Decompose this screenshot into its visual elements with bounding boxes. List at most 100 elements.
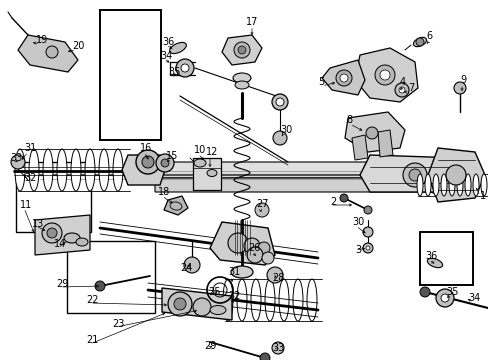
- Text: 10: 10: [194, 145, 206, 155]
- Circle shape: [374, 65, 394, 85]
- Bar: [419, 232, 472, 285]
- Polygon shape: [35, 215, 90, 255]
- Polygon shape: [18, 35, 78, 72]
- Ellipse shape: [64, 233, 80, 243]
- Circle shape: [362, 227, 372, 237]
- Polygon shape: [354, 48, 417, 102]
- Ellipse shape: [230, 266, 252, 278]
- Circle shape: [408, 169, 420, 181]
- Text: 4: 4: [399, 77, 406, 87]
- Ellipse shape: [223, 279, 232, 321]
- Circle shape: [262, 252, 273, 264]
- Circle shape: [181, 64, 189, 72]
- Polygon shape: [359, 155, 474, 192]
- Text: 16: 16: [140, 143, 152, 153]
- Circle shape: [402, 163, 426, 187]
- Ellipse shape: [250, 279, 261, 321]
- Circle shape: [174, 298, 185, 310]
- Text: 6: 6: [425, 31, 431, 41]
- Bar: [193, 158, 221, 190]
- Circle shape: [266, 267, 283, 283]
- Circle shape: [335, 70, 351, 86]
- Text: 13: 13: [32, 219, 44, 229]
- Ellipse shape: [206, 170, 217, 176]
- Text: 17: 17: [245, 17, 258, 27]
- Circle shape: [244, 238, 260, 254]
- Ellipse shape: [472, 174, 478, 196]
- Ellipse shape: [99, 149, 109, 191]
- Text: 9: 9: [459, 75, 465, 85]
- Circle shape: [176, 59, 194, 77]
- Text: 33: 33: [10, 153, 22, 163]
- Ellipse shape: [169, 42, 186, 54]
- Polygon shape: [155, 162, 439, 180]
- Circle shape: [415, 38, 423, 46]
- Text: 34: 34: [467, 293, 479, 303]
- Circle shape: [238, 46, 245, 54]
- Text: 36: 36: [162, 37, 174, 47]
- Text: 32: 32: [24, 173, 36, 183]
- Text: 30: 30: [351, 217, 364, 227]
- Circle shape: [95, 281, 105, 291]
- Text: 25: 25: [207, 287, 220, 297]
- Ellipse shape: [464, 174, 470, 196]
- Ellipse shape: [440, 174, 446, 196]
- Polygon shape: [209, 222, 274, 265]
- Text: 31: 31: [24, 143, 36, 153]
- Text: 12: 12: [205, 147, 218, 157]
- Circle shape: [271, 94, 287, 110]
- Circle shape: [363, 206, 371, 214]
- Polygon shape: [162, 288, 231, 320]
- Circle shape: [365, 246, 369, 250]
- Ellipse shape: [232, 73, 250, 83]
- Bar: [16, 162, 91, 232]
- Text: 24: 24: [180, 263, 192, 273]
- Text: 18: 18: [158, 187, 170, 197]
- Circle shape: [453, 82, 465, 94]
- Text: 27: 27: [256, 199, 268, 209]
- Circle shape: [156, 154, 174, 172]
- Text: 7: 7: [407, 83, 413, 93]
- Circle shape: [42, 223, 62, 243]
- Circle shape: [275, 98, 284, 106]
- Ellipse shape: [424, 174, 430, 196]
- Text: 33: 33: [271, 343, 284, 353]
- Ellipse shape: [15, 149, 25, 191]
- Text: 21: 21: [86, 335, 98, 345]
- Text: 29: 29: [56, 279, 68, 289]
- Text: 11: 11: [20, 200, 32, 210]
- Circle shape: [46, 46, 58, 58]
- Polygon shape: [122, 155, 164, 185]
- Ellipse shape: [448, 174, 454, 196]
- Polygon shape: [377, 130, 392, 157]
- Circle shape: [445, 165, 465, 185]
- Circle shape: [362, 243, 372, 253]
- Text: 30: 30: [280, 125, 292, 135]
- Polygon shape: [321, 60, 364, 95]
- Circle shape: [142, 156, 154, 168]
- Circle shape: [271, 342, 284, 354]
- Ellipse shape: [237, 279, 246, 321]
- Ellipse shape: [480, 174, 486, 196]
- Polygon shape: [351, 135, 367, 160]
- Text: 23: 23: [112, 319, 124, 329]
- Circle shape: [168, 292, 192, 316]
- Text: 2: 2: [329, 197, 336, 207]
- Bar: [100, 10, 161, 140]
- Ellipse shape: [113, 149, 123, 191]
- Ellipse shape: [264, 279, 274, 321]
- Bar: [67, 241, 154, 313]
- Text: 36: 36: [424, 251, 436, 261]
- Ellipse shape: [427, 258, 442, 267]
- Ellipse shape: [279, 279, 288, 321]
- Circle shape: [365, 127, 377, 139]
- Ellipse shape: [209, 306, 225, 315]
- Circle shape: [136, 150, 160, 174]
- Circle shape: [339, 194, 347, 202]
- Text: 3: 3: [354, 245, 360, 255]
- Circle shape: [435, 289, 453, 307]
- Circle shape: [193, 298, 210, 316]
- Circle shape: [419, 287, 429, 297]
- Circle shape: [260, 353, 269, 360]
- Polygon shape: [427, 148, 484, 202]
